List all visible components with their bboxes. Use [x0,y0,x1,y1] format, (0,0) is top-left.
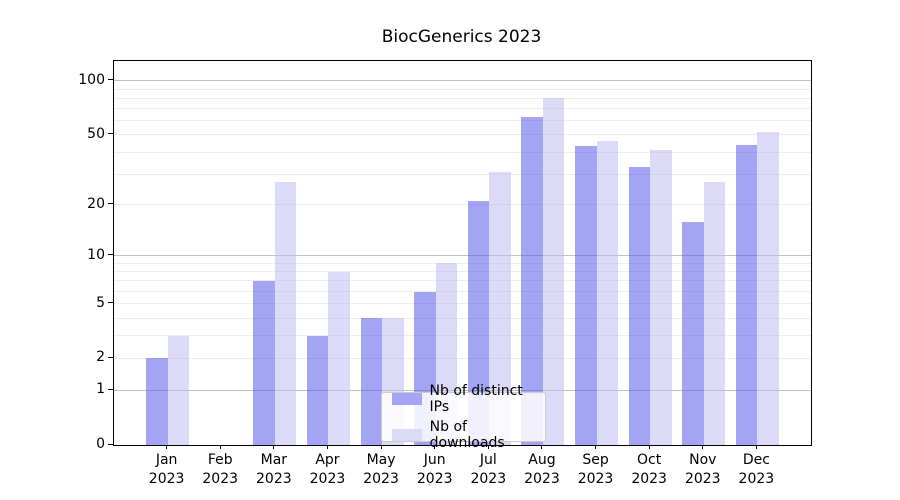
legend: Nb of distinct IPs Nb of downloads [381,383,546,451]
x-tick-mark [380,445,382,449]
gridline-minor [114,357,811,359]
gridline-minor [114,134,811,136]
x-tick-mark [434,445,436,449]
bar-distinct-ips-nov [682,221,704,445]
bar-distinct-ips-apr [306,335,329,445]
bar-distinct-ips-dec [735,144,758,445]
x-tick-mark [648,445,650,449]
x-tick-mark [487,445,489,449]
gridline-minor [114,88,811,90]
x-tick-label: Feb 2023 [202,452,239,487]
bar-downloads-jan [167,335,190,445]
x-tick-label: Jun 2023 [416,452,453,487]
legend-item-distinct-ips: Nb of distinct IPs [382,383,545,415]
x-tick-mark [326,445,328,449]
bar-distinct-ips-may [360,318,383,445]
legend-item-downloads: Nb of downloads [382,419,545,451]
x-tick-mark [755,445,757,449]
x-tick-label: Mar 2023 [256,452,292,487]
gridline-minor [114,108,811,110]
bar-distinct-ips-aug [521,116,543,445]
bar-downloads-jul [489,171,511,445]
y-tick-mark [108,388,113,390]
bar-distinct-ips-mar [253,280,275,445]
gridline-minor [114,271,811,273]
y-tick-label: 20 [87,195,105,212]
bar-downloads-mar [274,182,297,445]
gridline-minor [114,335,811,337]
y-tick-label: 0 [96,436,105,452]
y-tick-mark [108,302,113,304]
x-tick-label: Sep 2023 [577,452,614,487]
y-tick-label: 10 [87,246,105,263]
x-tick-label: Jul 2023 [470,452,507,487]
chart-title: BiocGenerics 2023 [381,27,542,47]
y-tick-label: 1 [96,381,105,398]
x-tick-mark [595,445,597,449]
bar-downloads-oct [650,150,672,445]
legend-label-distinct-ips: Nb of distinct IPs [429,383,523,415]
gridline-minor [114,204,811,206]
y-tick-label: 50 [87,125,105,142]
x-tick-label: Aug 2023 [524,452,560,487]
x-tick-mark [702,445,704,449]
x-tick-label: May 2023 [363,452,399,487]
plot-area: Nb of distinct IPs Nb of downloads [113,60,812,451]
gridline-major [114,389,811,391]
bar-distinct-ips-oct [628,166,651,445]
x-tick-mark [541,445,543,449]
x-tick-mark [166,445,168,449]
bar-distinct-ips-sep [575,146,597,445]
y-tick-label: 5 [96,294,105,311]
gridline-major [114,80,811,82]
x-tick-label: Nov 2023 [684,452,721,487]
legend-swatch-downloads [392,429,422,441]
y-tick-mark [108,133,113,135]
x-tick-label: Jan 2023 [148,452,185,487]
gridline-minor [114,290,811,292]
bar-downloads-sep [596,141,619,445]
gridline-minor [114,120,811,122]
bar-distinct-ips-jul [467,201,490,445]
gridline-minor [114,97,811,99]
y-tick-mark [108,79,113,81]
legend-label-downloads: Nb of downloads [429,419,505,451]
bar-distinct-ips-jan [146,358,168,445]
gridline-minor [114,280,811,282]
bar-downloads-dec [757,131,779,445]
x-tick-mark [219,445,221,449]
y-tick-mark [108,254,113,256]
x-tick-mark [273,445,275,449]
gridline-minor [114,303,811,305]
y-tick-label: 2 [96,349,105,366]
gridline-major [114,255,811,257]
x-tick-label: Dec 2023 [738,452,775,487]
gridline-minor [114,151,811,153]
bar-downloads-nov [703,182,726,445]
y-tick-mark [108,443,113,445]
y-tick-label: 100 [78,71,105,88]
gridline-minor [114,317,811,319]
legend-swatch-distinct-ips [392,393,422,405]
gridline-minor [114,262,811,264]
y-tick-mark [108,203,113,205]
gridline-minor [114,173,811,175]
bar-downloads-apr [328,271,350,445]
x-tick-label: Apr 2023 [309,452,346,487]
bar-downloads-aug [542,98,565,445]
x-tick-label: Oct 2023 [631,452,667,487]
y-tick-mark [108,356,113,358]
